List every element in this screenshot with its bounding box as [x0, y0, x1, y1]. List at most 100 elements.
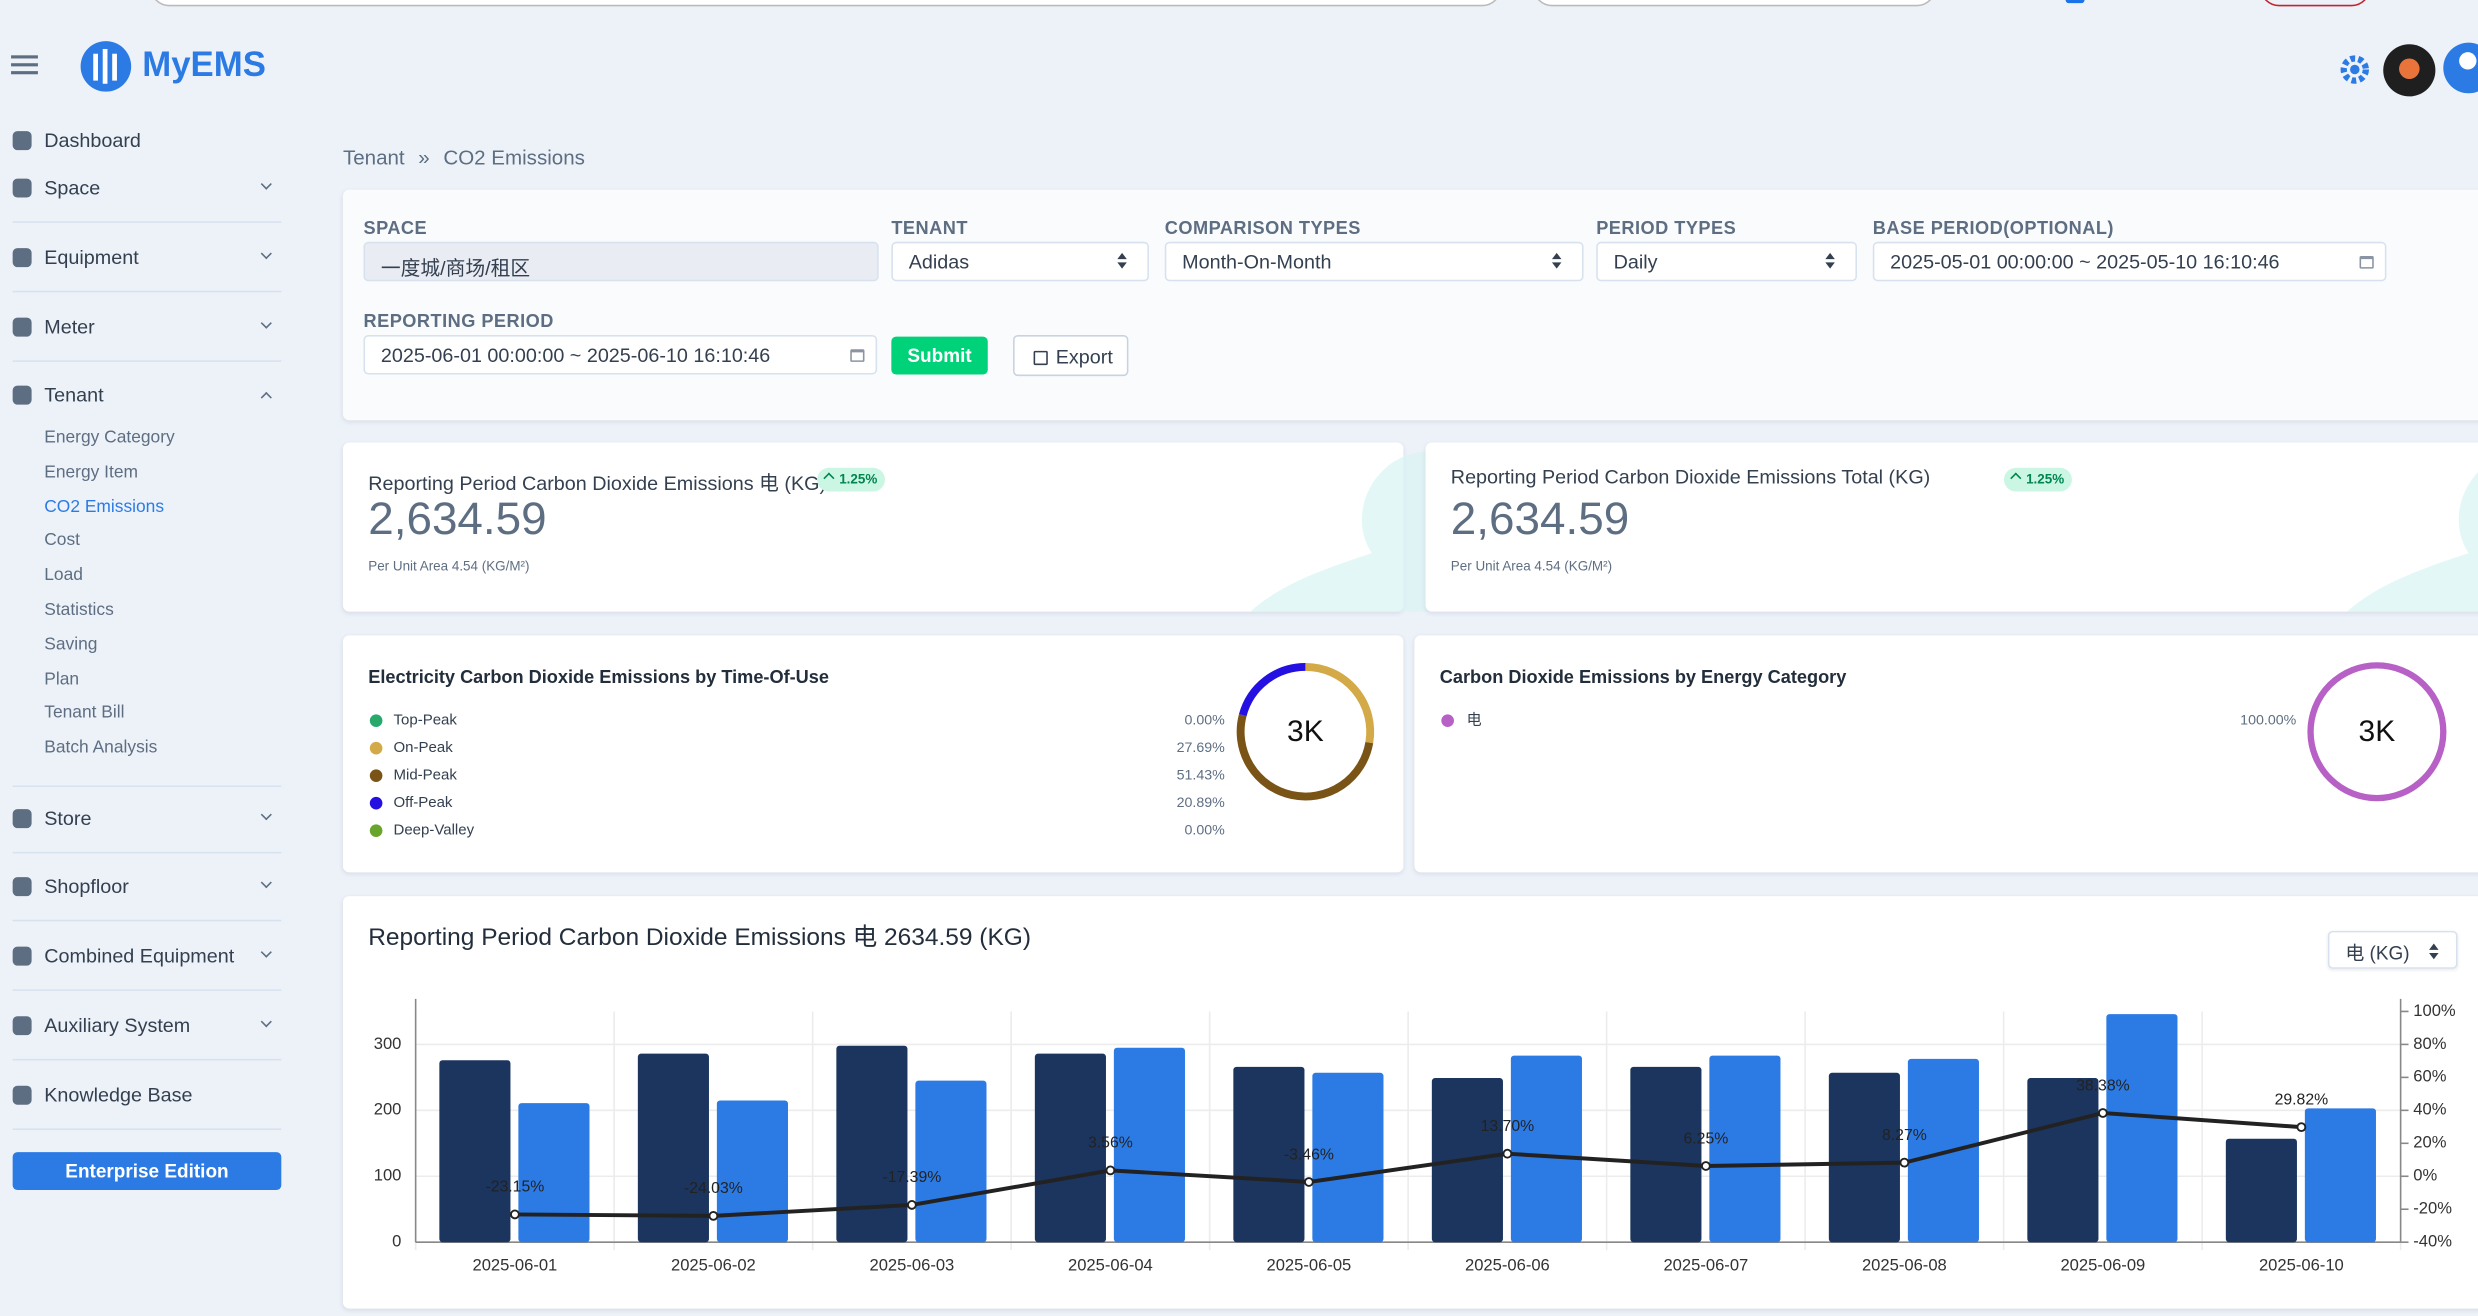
bar — [1630, 1067, 1701, 1242]
submit-button[interactable]: Submit — [891, 337, 987, 375]
y-tick-label: 0 — [392, 1232, 401, 1251]
bar — [2226, 1139, 2297, 1243]
settings-icon[interactable] — [2339, 54, 2371, 86]
data-label: 8.27% — [1882, 1127, 1927, 1144]
menu-toggle[interactable] — [11, 55, 38, 74]
user-head — [2459, 52, 2476, 69]
divider — [13, 989, 282, 991]
field-input[interactable]: 一度城/商场/租区 — [363, 242, 878, 282]
legend-label: Deep-Valley — [394, 822, 475, 839]
nav-item[interactable]: Auxiliary System — [44, 1013, 190, 1038]
gear-hub — [2350, 65, 2359, 74]
nav-item[interactable]: Tenant — [44, 382, 103, 407]
divider — [13, 291, 282, 293]
legend-label: 电 — [1467, 712, 1482, 729]
field-input[interactable]: Adidas — [891, 242, 1149, 282]
nav-subitem[interactable]: CO2 Emissions — [44, 496, 164, 518]
y2-tick-label: 100% — [2413, 1001, 2456, 1020]
line-point — [908, 1201, 916, 1209]
card-decoration-svg — [2342, 443, 2478, 612]
nav-subitem[interactable]: Load — [44, 564, 83, 586]
x-tick-label: 2025-06-06 — [1465, 1255, 1550, 1274]
avatar[interactable] — [2383, 44, 2435, 96]
bar — [439, 1060, 510, 1242]
y-tick-label: 300 — [374, 1034, 402, 1053]
bar-chart: Reporting Period Carbon Dioxide Emission… — [343, 896, 2478, 1308]
field-label: SPACE — [363, 220, 427, 239]
nav-icon — [13, 179, 32, 198]
field-input[interactable]: 2025-05-01 00:00:00 ~ 2025-05-10 16:10:4… — [1873, 242, 2387, 282]
line-point — [1900, 1159, 1908, 1167]
line-point — [1702, 1162, 1710, 1170]
top-icon — [2066, 0, 2085, 3]
nav-subitem[interactable]: Batch Analysis — [44, 737, 157, 759]
chevron — [261, 392, 272, 403]
nav-icon — [13, 248, 32, 267]
data-label: 3.56% — [1088, 1135, 1133, 1152]
legend-value: 51.43% — [1177, 767, 1226, 783]
nav-icon — [13, 1016, 32, 1035]
card-value: 2,634.59 — [368, 495, 546, 547]
line-point — [511, 1210, 519, 1218]
top-input — [150, 0, 1501, 6]
field-value: Daily — [1614, 251, 1658, 273]
enterprise-button[interactable]: Enterprise Edition — [13, 1152, 282, 1190]
badge-arrow — [2010, 472, 2021, 483]
nav-subitem[interactable]: Saving — [44, 633, 97, 655]
data-label: -24.03% — [684, 1180, 743, 1197]
field-label: PERIOD TYPES — [1596, 220, 1736, 239]
unit-select-text: 电 (KG) — [2345, 939, 2409, 966]
nav-subitem[interactable]: Plan — [44, 668, 79, 690]
data-label: -3.46% — [1284, 1146, 1334, 1163]
field-input[interactable]: Month-On-Month — [1165, 242, 1584, 282]
x-tick-label: 2025-06-03 — [869, 1255, 954, 1274]
bar — [1709, 1056, 1780, 1243]
nav-subitem[interactable]: Energy Item — [44, 461, 138, 483]
nav-item[interactable]: Shopfloor — [44, 874, 129, 899]
nav-item[interactable]: Space — [44, 175, 100, 200]
bar — [1908, 1059, 1979, 1242]
unit-select[interactable]: 电 (KG) — [2328, 931, 2458, 969]
field-input[interactable]: 2025-06-01 00:00:00 ~ 2025-06-10 16:10:4… — [363, 335, 877, 375]
nav-item[interactable]: Equipment — [44, 245, 138, 270]
brand[interactable]: MyEMS — [142, 44, 266, 85]
nav-subitem[interactable]: Statistics — [44, 599, 114, 621]
nav-item[interactable]: Knowledge Base — [44, 1083, 192, 1108]
legend-label: On-Peak — [394, 739, 454, 756]
user-icon[interactable] — [2443, 43, 2478, 94]
breadcrumb-item: CO2 Emissions — [443, 145, 585, 169]
logo-bar — [93, 54, 98, 81]
breadcrumb-item[interactable]: Tenant — [343, 145, 405, 169]
y2-tick-label: 60% — [2413, 1067, 2446, 1086]
divider — [13, 360, 282, 362]
nav-subitem[interactable]: Cost — [44, 530, 80, 552]
pie-card: Electricity Carbon Dioxide Emissions by … — [343, 635, 1403, 872]
nav-item[interactable]: Dashboard — [44, 128, 141, 153]
calendar-icon — [850, 349, 864, 362]
y-tick-label: 200 — [374, 1100, 402, 1119]
breadcrumb: Tenant » CO2 Emissions — [343, 145, 585, 169]
chevron — [261, 179, 272, 190]
line-point — [1503, 1150, 1511, 1158]
arrows — [2429, 943, 2438, 959]
export-button[interactable]: Export — [1013, 335, 1128, 376]
chevron — [261, 809, 272, 820]
legend-label: Mid-Peak — [394, 767, 458, 784]
badge: 1.25% — [817, 468, 885, 492]
nav-item[interactable]: Combined Equipment — [44, 943, 234, 968]
nav-item[interactable]: Meter — [44, 314, 94, 339]
nav-subitem[interactable]: Tenant Bill — [44, 702, 124, 724]
bar-card: Reporting Period Carbon Dioxide Emission… — [343, 896, 2478, 1308]
nav-subitem[interactable]: Energy Category — [44, 427, 174, 449]
bar — [2305, 1108, 2376, 1242]
legend-label: Top-Peak — [394, 712, 458, 729]
nav-icon — [13, 131, 32, 150]
select-arrows — [1117, 262, 1126, 268]
divider — [13, 852, 282, 854]
field-input[interactable]: Daily — [1596, 242, 1857, 282]
card-note: Per Unit Area 4.54 (KG/M²) — [368, 558, 529, 574]
logo-bar — [103, 49, 108, 84]
breadcrumb-separator: » — [418, 145, 429, 169]
y2-tick-label: 20% — [2413, 1133, 2446, 1152]
nav-item[interactable]: Store — [44, 806, 91, 831]
